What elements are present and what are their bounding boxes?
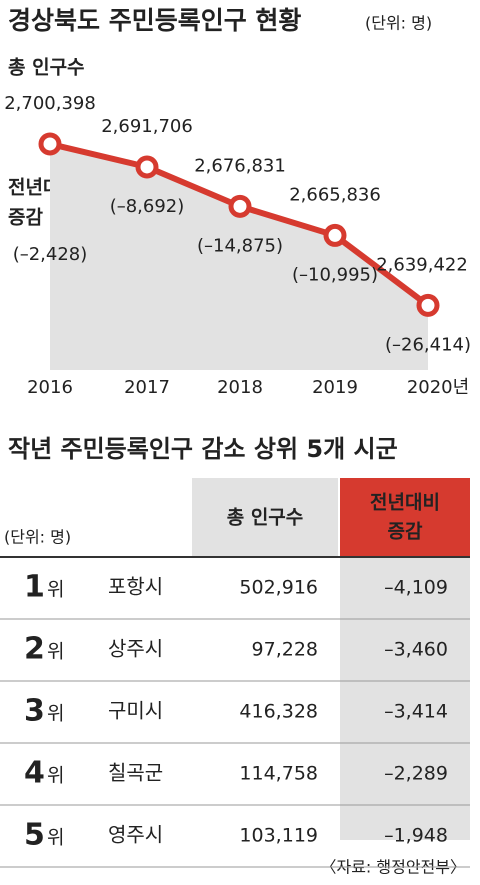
header: 총 인구수 bbox=[227, 507, 304, 529]
population: 114,758 bbox=[239, 763, 318, 785]
table-unit: (단위: 명) bbox=[4, 528, 71, 547]
change: –3,460 bbox=[384, 639, 448, 661]
change-label: (–10,995) bbox=[292, 264, 378, 285]
region: 상주시 bbox=[108, 637, 163, 661]
rank-suffix: 위 bbox=[47, 703, 64, 725]
change-label: (–2,428) bbox=[13, 244, 88, 265]
change: –1,948 bbox=[384, 825, 448, 847]
x-tick-label: 2020년 bbox=[407, 377, 469, 398]
point bbox=[416, 293, 440, 317]
value-label: 2,691,706 bbox=[101, 116, 193, 137]
table-title: 작년 주민등록인구 감소 상위 5개 시군 bbox=[8, 435, 398, 463]
x-tick-label: 2018 bbox=[217, 377, 263, 398]
rank: 3 bbox=[24, 694, 45, 729]
rank-suffix: 위 bbox=[47, 765, 64, 787]
chart-title: 경상북도 주민등록인구 현황 bbox=[8, 6, 301, 35]
chart-unit: (단위: 명) bbox=[365, 14, 432, 33]
header-cell bbox=[340, 478, 470, 556]
x-tick-label: 2017 bbox=[124, 377, 170, 398]
value-label: 2,676,831 bbox=[194, 155, 286, 176]
rank-suffix: 위 bbox=[47, 641, 64, 663]
region: 구미시 bbox=[108, 699, 163, 723]
rank: 5 bbox=[24, 818, 45, 853]
x-tick-label: 2016 bbox=[27, 377, 73, 398]
rank: 1 bbox=[24, 570, 45, 605]
rank: 2 bbox=[24, 632, 45, 667]
population: 97,228 bbox=[252, 639, 318, 661]
header: 전년대비 bbox=[370, 492, 440, 514]
value-label: 2,665,836 bbox=[289, 184, 381, 205]
population: 416,328 bbox=[239, 701, 318, 723]
region: 칠곡군 bbox=[108, 761, 163, 785]
point bbox=[38, 132, 62, 156]
change-label: (–14,875) bbox=[197, 235, 283, 256]
change-name: 증감 bbox=[8, 207, 43, 229]
change: –2,289 bbox=[384, 763, 448, 785]
area bbox=[50, 143, 428, 370]
value-label: 2,639,422 bbox=[376, 254, 468, 275]
region: 포항시 bbox=[108, 575, 163, 599]
rank-suffix: 위 bbox=[47, 579, 64, 601]
point bbox=[228, 194, 252, 218]
x-tick-label: 2019 bbox=[312, 377, 358, 398]
rank: 4 bbox=[24, 756, 45, 791]
change-label: (–8,692) bbox=[110, 196, 185, 217]
rank-suffix: 위 bbox=[47, 827, 64, 849]
population: 502,916 bbox=[239, 577, 318, 599]
header-cell bbox=[192, 478, 338, 556]
header: 증감 bbox=[388, 521, 423, 543]
change: –4,109 bbox=[384, 577, 448, 599]
change-column bbox=[340, 558, 470, 840]
point bbox=[135, 155, 159, 179]
value-label: 2,700,398 bbox=[4, 93, 96, 114]
point bbox=[323, 223, 347, 247]
series-name: 총 인구수 bbox=[8, 57, 85, 79]
population: 103,119 bbox=[239, 825, 318, 847]
change-label: (–26,414) bbox=[385, 334, 471, 355]
region: 영주시 bbox=[108, 823, 163, 847]
change: –3,414 bbox=[384, 701, 448, 723]
